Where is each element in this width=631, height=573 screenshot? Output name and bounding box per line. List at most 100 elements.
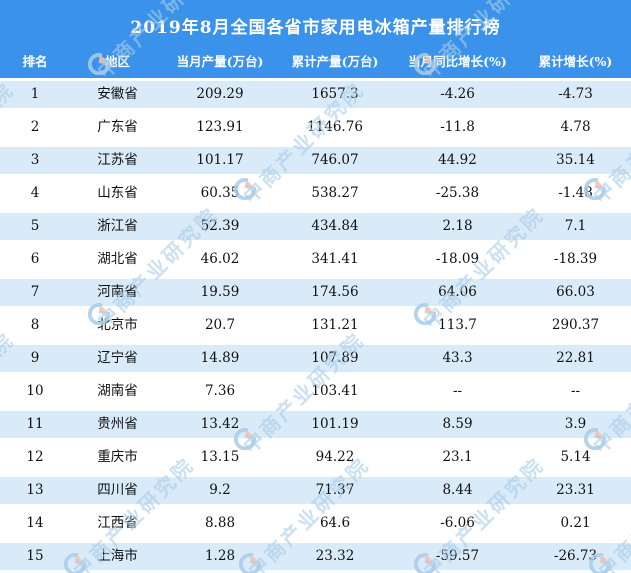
rank-cell: 9 — [30, 349, 40, 366]
cumulative-growth-cell: 23.31 — [556, 481, 595, 498]
yoy-growth-cell: 8.44 — [442, 481, 473, 498]
region-cell: 江苏省 — [97, 151, 138, 168]
rank-cell: 1 — [30, 85, 40, 102]
region-cell: 北京市 — [97, 316, 138, 333]
region-cell: 辽宁省 — [97, 349, 138, 366]
cumulative-growth-cell: 22.81 — [556, 349, 595, 366]
cumulative-output-cell: 23.32 — [315, 547, 355, 564]
yoy-growth-cell: -25.38 — [435, 184, 480, 201]
cumulative-output-cell: 746.07 — [311, 151, 359, 168]
cumulative-growth-cell: 35.14 — [556, 151, 595, 168]
monthly-output-cell: 52.39 — [200, 217, 240, 234]
yoy-growth-cell: -59.57 — [435, 547, 480, 564]
monthly-output-cell: 209.29 — [196, 85, 244, 102]
yoy-growth-cell: 44.92 — [438, 151, 477, 168]
rank-cell: 13 — [26, 481, 44, 498]
region-cell: 浙江省 — [97, 217, 138, 234]
cumulative-output-cell: 174.56 — [311, 283, 359, 300]
yoy-growth-cell: 8.59 — [442, 415, 473, 432]
monthly-output-cell: 60.35 — [200, 184, 240, 201]
cumulative-output-cell: 71.37 — [315, 481, 355, 498]
region-cell: 四川省 — [97, 481, 138, 498]
yoy-growth-cell: 43.3 — [442, 349, 473, 366]
column-header-rank: 排名 — [22, 54, 48, 69]
region-cell: 重庆市 — [97, 448, 138, 465]
rank-cell: 2 — [30, 118, 40, 135]
rank-cell: 14 — [26, 514, 44, 531]
cumulative-growth-cell: -- — [570, 382, 581, 399]
cumulative-output-cell: 107.89 — [311, 349, 359, 366]
monthly-output-cell: 9.2 — [209, 481, 231, 498]
cumulative-growth-cell: -1.48 — [558, 184, 593, 201]
rank-cell: 10 — [26, 382, 44, 399]
cumulative-output-cell: 64.6 — [319, 514, 351, 531]
monthly-output-cell: 46.02 — [200, 250, 240, 267]
yoy-growth-cell: -4.26 — [440, 85, 475, 102]
cumulative-output-cell: 434.84 — [311, 217, 359, 234]
yoy-growth-cell: 113.7 — [438, 316, 477, 333]
cumulative-output-cell: 94.22 — [315, 448, 355, 465]
monthly-output-cell: 13.15 — [200, 448, 240, 465]
region-cell: 湖北省 — [97, 250, 138, 267]
column-header-region: 地区 — [104, 54, 130, 69]
column-header-monthly: 当月产量(万台) — [176, 54, 264, 69]
cumulative-output-cell: 538.27 — [311, 184, 359, 201]
monthly-output-cell: 101.17 — [196, 151, 244, 168]
yoy-growth-cell: -11.8 — [440, 118, 475, 135]
monthly-output-cell: 7.36 — [204, 382, 236, 399]
monthly-output-cell: 14.89 — [200, 349, 240, 366]
yoy-growth-cell: -18.09 — [435, 250, 480, 267]
region-cell: 江西省 — [97, 514, 138, 531]
table-row: 1 安徽省 209.29 1657.3 -4.26 -4.73 — [0, 78, 631, 111]
table-row: 10 湖南省 7.36 103.41 -- -- — [0, 375, 631, 408]
cumulative-output-cell: 1657.3 — [311, 85, 359, 102]
cumulative-growth-cell: 7.1 — [564, 217, 587, 234]
column-header-cum-growth: 累计增长(%) — [538, 54, 613, 69]
table-header-band: 2019年8月全国各省市家用电冰箱产量排行榜 排名 地区 当月产量(万台) 累计… — [0, 0, 631, 78]
cumulative-growth-cell: 5.14 — [560, 448, 591, 465]
monthly-output-cell: 19.59 — [200, 283, 240, 300]
table-row: 12 重庆市 13.15 94.22 23.1 5.14 — [0, 441, 631, 474]
yoy-growth-cell: -6.06 — [440, 514, 475, 531]
cumulative-output-cell: 103.41 — [311, 382, 359, 399]
cumulative-growth-cell: 66.03 — [556, 283, 595, 300]
cumulative-growth-cell: 4.78 — [560, 118, 591, 135]
cumulative-growth-cell: -18.39 — [553, 250, 598, 267]
region-cell: 贵州省 — [97, 415, 138, 432]
table-row: 7 河南省 19.59 174.56 64.06 66.03 — [0, 276, 631, 309]
table-row: 3 江苏省 101.17 746.07 44.92 35.14 — [0, 144, 631, 177]
table-body: 1 安徽省 209.29 1657.3 -4.26 -4.73 2 广东省 123.91 1146… — [0, 78, 631, 573]
yoy-growth-cell: 23.1 — [442, 448, 473, 465]
rank-cell: 12 — [26, 448, 44, 465]
cumulative-growth-cell: 290.37 — [551, 316, 600, 333]
region-cell: 广东省 — [97, 118, 138, 135]
rank-cell: 3 — [30, 151, 40, 168]
page-title: 2019年8月全国各省市家用电冰箱产量排行榜 — [130, 18, 501, 38]
table-row: 8 北京市 20.7 131.21 113.7 290.37 — [0, 309, 631, 342]
monthly-output-cell: 1.28 — [204, 547, 236, 564]
rank-cell: 8 — [30, 316, 40, 333]
rank-cell: 7 — [30, 283, 40, 300]
table-row: 15 上海市 1.28 23.32 -59.57 -26.73 — [0, 540, 631, 573]
column-header-row: 排名 地区 当月产量(万台) 累计产量(万台) 当月同比增长(%) 累计增长(%… — [0, 51, 631, 70]
cumulative-growth-cell: -26.73 — [553, 547, 598, 564]
table-row: 14 江西省 8.88 64.6 -6.06 0.21 — [0, 507, 631, 540]
monthly-output-cell: 8.88 — [204, 514, 236, 531]
table-row: 9 辽宁省 14.89 107.89 43.3 22.81 — [0, 342, 631, 375]
region-cell: 湖南省 — [97, 382, 138, 399]
rank-cell: 5 — [30, 217, 40, 234]
column-header-cumulative: 累计产量(万台) — [291, 54, 379, 69]
yoy-growth-cell: -- — [452, 382, 463, 399]
column-header-yoy-growth: 当月同比增长(%) — [408, 54, 507, 69]
table-row: 4 山东省 60.35 538.27 -25.38 -1.48 — [0, 177, 631, 210]
rank-cell: 6 — [30, 250, 40, 267]
yoy-growth-cell: 2.18 — [442, 217, 473, 234]
region-cell: 河南省 — [97, 283, 138, 300]
cumulative-output-cell: 341.41 — [311, 250, 359, 267]
cumulative-growth-cell: -4.73 — [558, 85, 593, 102]
rank-cell: 15 — [26, 547, 44, 564]
table-row: 13 四川省 9.2 71.37 8.44 23.31 — [0, 474, 631, 507]
table-row: 11 贵州省 13.42 101.19 8.59 3.9 — [0, 408, 631, 441]
region-cell: 安徽省 — [97, 85, 138, 102]
